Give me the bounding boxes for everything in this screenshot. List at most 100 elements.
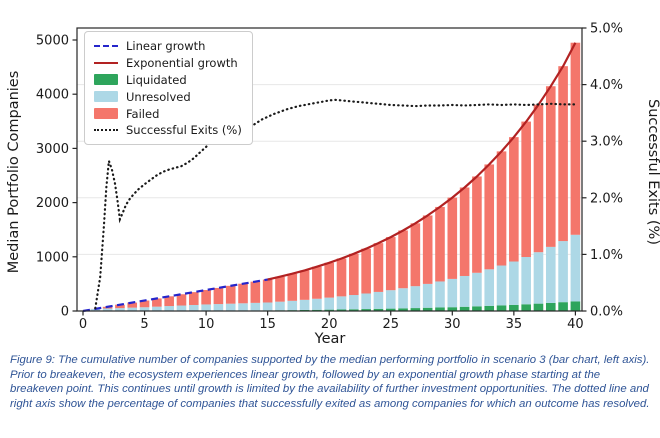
y-left-axis-title: Median Portfolio Companies [6, 71, 22, 274]
bar-unresolved [127, 307, 138, 311]
bar-unresolved [422, 283, 433, 308]
linear-growth-line [82, 277, 274, 313]
salmon-patch-swatch-icon [94, 108, 118, 120]
bar-failed [115, 304, 125, 309]
bar-failed [250, 281, 261, 303]
bar-unresolved [188, 304, 199, 311]
legend: Linear growth Exponential growth Liquida… [84, 31, 253, 145]
bar-failed [201, 290, 211, 305]
bar-failed [435, 206, 445, 282]
bar-failed [188, 292, 199, 305]
y-left-tick-label: 0 [61, 305, 69, 320]
x-tick-label: 15 [259, 317, 276, 332]
bar-unresolved [213, 304, 224, 311]
bar-unresolved [225, 303, 236, 311]
bar-liquidated [472, 306, 482, 311]
bar-failed [533, 104, 544, 253]
bar-unresolved [299, 299, 310, 310]
y-right-tick-label: 4.0% [590, 78, 623, 93]
legend-label: Unresolved [126, 89, 191, 104]
legend-label: Successful Exits (%) [126, 123, 242, 138]
y-right-tick-label: 2.0% [590, 191, 623, 206]
bar-liquidated [336, 309, 347, 311]
legend-item-exponential-growth: Exponential growth [94, 56, 242, 71]
bar-unresolved [349, 295, 359, 310]
bar-failed [127, 302, 138, 308]
bar-unresolved [545, 246, 556, 303]
y-left-tick-label: 5000 [36, 34, 69, 49]
bar-liquidated [373, 308, 384, 311]
bar-unresolved [373, 291, 384, 309]
bar-unresolved [324, 297, 334, 310]
exponential-growth-line [267, 42, 577, 281]
figure-9-chart: 0 5 10 15 20 25 30 35 40 0 1000 2000 3000 4000 5000 0.0… [6, 22, 660, 348]
legend-label: Linear growth [126, 39, 206, 54]
bar-failed [385, 237, 396, 291]
legend-label: Liquidated [126, 72, 187, 87]
legend-label: Exponential growth [126, 56, 238, 71]
bar-unresolved [435, 281, 445, 308]
y-left-tick-label: 4000 [36, 88, 69, 103]
bar-failed [521, 121, 531, 258]
x-tick-label: 40 [567, 317, 584, 332]
bar-liquidated [410, 308, 421, 311]
figure-caption: Figure 9: The cumulative number of compa… [10, 354, 650, 410]
bar-unresolved [115, 308, 125, 311]
bar-unresolved [447, 278, 458, 308]
bar-failed [336, 258, 347, 297]
bar-liquidated [496, 305, 507, 311]
legend-item-linear-growth: Linear growth [94, 39, 242, 54]
lightblue-patch-swatch-icon [94, 91, 118, 103]
bar-failed [238, 283, 248, 304]
legend-label: Failed [126, 106, 160, 121]
y-right-axis-title: Successful Exits (%) [645, 99, 660, 245]
bar-liquidated [533, 303, 544, 311]
bar-unresolved [496, 265, 507, 306]
bar-failed [349, 253, 359, 296]
bar-unresolved [410, 286, 421, 309]
bar-unresolved [521, 257, 531, 305]
bar-failed [570, 42, 581, 235]
y-left-tick-label: 2000 [36, 196, 69, 211]
bar-failed [324, 262, 334, 298]
bar-failed [373, 243, 384, 292]
bar-liquidated [447, 307, 458, 311]
bar-failed [213, 287, 224, 305]
bar-unresolved [287, 300, 298, 311]
bar-liquidated [398, 308, 408, 311]
bar-failed [558, 66, 568, 242]
dashed-line-swatch-icon [94, 45, 118, 48]
bar-liquidated [459, 306, 470, 311]
bar-liquidated [324, 309, 334, 311]
x-tick-label: 10 [198, 317, 215, 332]
x-axis-title: Year [314, 331, 346, 347]
bar-unresolved [102, 308, 113, 311]
y-right-tick-label: 1.0% [590, 248, 623, 263]
bar-failed [262, 279, 273, 303]
bar-failed [459, 187, 470, 276]
green-patch-swatch-icon [94, 74, 118, 86]
bar-unresolved [275, 301, 285, 311]
bar-unresolved [533, 252, 544, 304]
bar-unresolved [385, 290, 396, 309]
bar-unresolved [164, 306, 174, 311]
bar-failed [361, 248, 371, 294]
y-right-tick-label: 0.0% [590, 305, 623, 320]
bar-unresolved [238, 303, 248, 311]
bar-unresolved [570, 234, 581, 302]
solid-line-swatch-icon [94, 62, 118, 65]
x-tick-label: 5 [140, 317, 148, 332]
bar-liquidated [385, 308, 396, 311]
bar-unresolved [361, 293, 371, 310]
bar-failed [176, 294, 187, 306]
bar-unresolved [90, 309, 101, 311]
bar-failed [152, 298, 162, 307]
y-right-tick-label: 3.0% [590, 135, 623, 150]
bar-unresolved [176, 305, 187, 311]
successful-exits-line [94, 98, 577, 310]
bar-liquidated [422, 307, 433, 311]
bar-liquidated [570, 301, 581, 311]
bar-failed [484, 164, 495, 270]
bar-failed [398, 230, 408, 289]
